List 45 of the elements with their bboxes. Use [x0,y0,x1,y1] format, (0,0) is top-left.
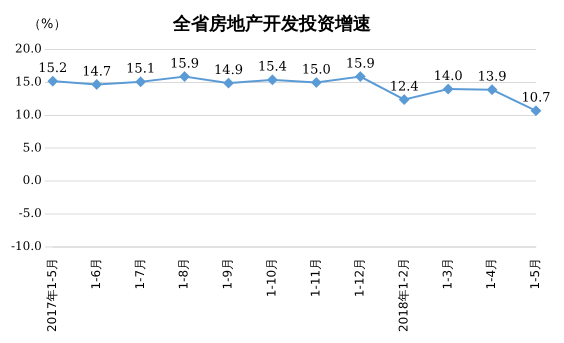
data-label: 14.7 [82,64,112,80]
x-tick-label: 1-12月 [352,258,366,298]
data-label: 15.4 [258,60,287,75]
point [92,79,102,90]
point [399,94,410,105]
y-tick-label: -5.0 [18,206,42,220]
y-tick-label: 15.0 [15,74,42,89]
chart-title: 全省房地产开发投资增速 [172,13,371,34]
x-tick-label: 1-11月 [308,258,322,298]
x-tick-label: 1-10月 [264,258,279,298]
y-tick-label: 20.0 [15,42,42,56]
x-tick-label: 1-9月 [220,258,235,290]
data-label: 15.1 [126,62,156,77]
point [180,72,190,82]
x-tick-label: 2018年1-2月 [396,258,410,332]
x-tick-label: 1-8月 [176,258,191,290]
y-tick-label: 10.0 [15,107,42,122]
y-tick-label: -10.0 [10,238,42,253]
x-tick-label: 1-5月 [528,258,542,290]
x-tick-label: 1-3月 [440,258,454,290]
point [223,78,234,88]
data-label: 10.7 [522,90,550,106]
point [355,72,366,82]
data-label: 15.2 [38,61,68,76]
data-label: 15.0 [302,62,331,78]
data-label: 14.0 [434,68,463,84]
point [48,76,58,86]
point [267,74,278,85]
data-label: 15.9 [170,56,200,72]
x-tick-label: 1-7月 [132,258,147,290]
data-label: 13.9 [478,70,507,85]
data-label: 14.9 [214,63,243,78]
point [531,106,541,116]
point [136,76,146,87]
point [311,77,322,88]
y-axis-title: （%） [28,16,66,32]
y-tick-label: 5.0 [22,140,42,154]
point [487,84,498,95]
point [443,84,454,94]
data-label: 15.9 [346,56,375,72]
x-tick-label: 1-6月 [88,258,103,290]
x-tick-label: 2017年1-5月 [44,258,59,332]
x-tick-label: 1-4月 [484,258,498,290]
y-tick-label: 0.0 [22,173,42,188]
data-label: 12.4 [390,79,419,94]
